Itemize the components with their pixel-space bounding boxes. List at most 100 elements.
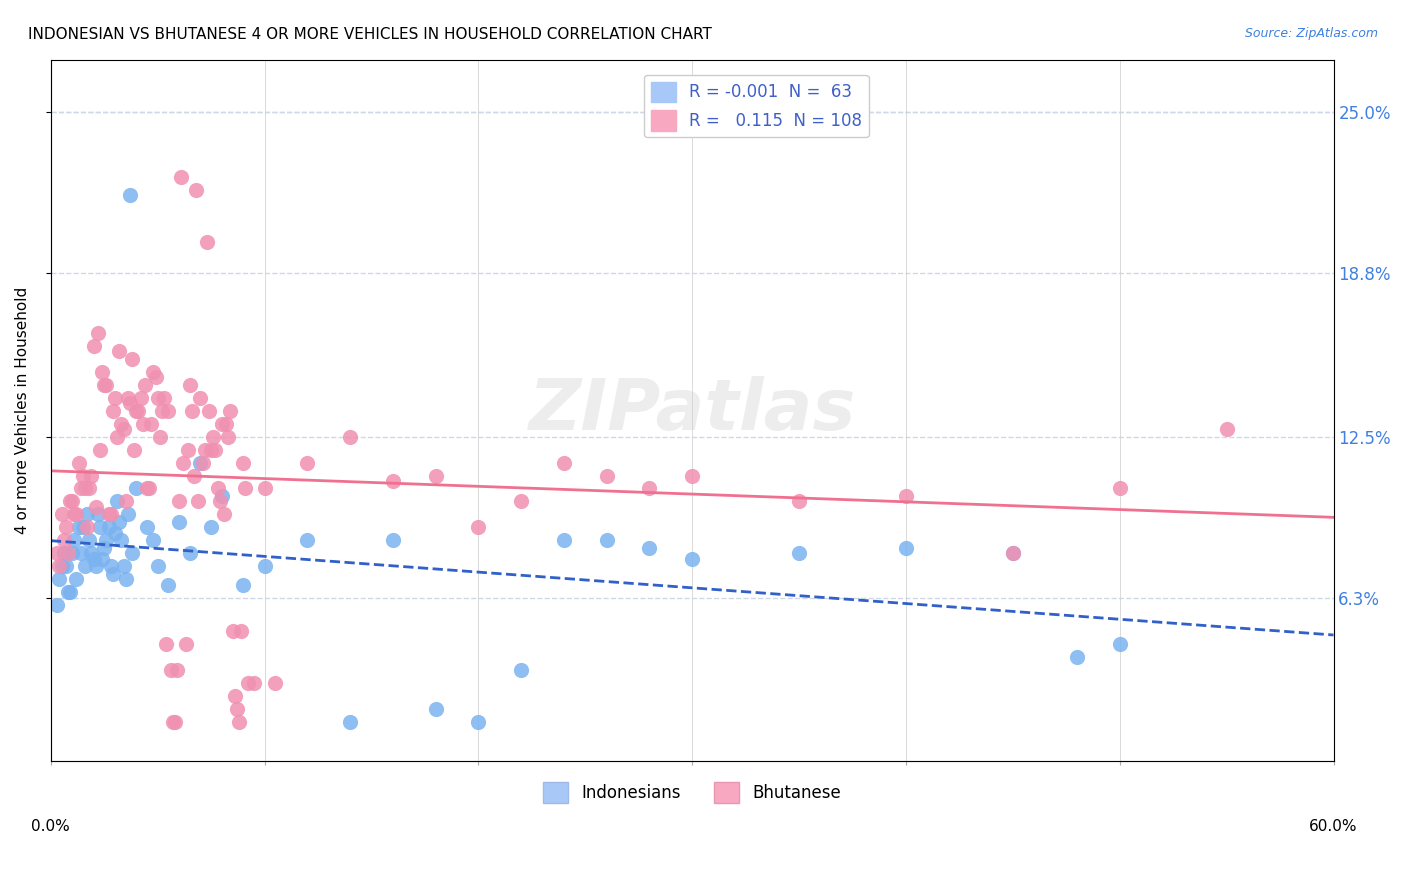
Text: ZIPatlas: ZIPatlas xyxy=(529,376,856,445)
Point xyxy=(225,702,247,716)
Point xyxy=(150,403,173,417)
Point xyxy=(894,489,917,503)
Point xyxy=(46,599,69,613)
Point xyxy=(76,520,98,534)
Point xyxy=(787,546,810,560)
Point xyxy=(187,494,209,508)
Point xyxy=(198,403,221,417)
Point xyxy=(510,664,533,678)
Point xyxy=(63,508,86,522)
Point xyxy=(122,442,145,457)
Point xyxy=(51,559,73,574)
Point xyxy=(297,533,319,548)
Point xyxy=(60,546,83,560)
Point xyxy=(179,377,201,392)
Point xyxy=(84,500,107,514)
Point xyxy=(108,516,131,530)
Point xyxy=(232,456,254,470)
Point xyxy=(97,508,120,522)
Point xyxy=(112,559,135,574)
Point xyxy=(232,577,254,591)
Point xyxy=(101,403,124,417)
Point xyxy=(149,429,172,443)
Point xyxy=(236,676,259,690)
Point xyxy=(162,715,184,730)
Point xyxy=(174,637,197,651)
Point xyxy=(1108,637,1130,651)
Point xyxy=(136,520,159,534)
Point xyxy=(110,533,132,548)
Point xyxy=(59,585,82,599)
Point xyxy=(190,391,212,405)
Point xyxy=(91,551,114,566)
Point xyxy=(167,516,190,530)
Point xyxy=(51,508,73,522)
Point xyxy=(69,482,91,496)
Point xyxy=(224,690,246,704)
Point xyxy=(207,482,229,496)
Point xyxy=(114,573,136,587)
Point xyxy=(118,395,141,409)
Point xyxy=(681,468,703,483)
Point xyxy=(55,559,77,574)
Point xyxy=(176,442,198,457)
Point xyxy=(142,533,165,548)
Point xyxy=(638,541,661,556)
Point xyxy=(108,343,131,358)
Point xyxy=(80,546,103,560)
Text: Source: ZipAtlas.com: Source: ZipAtlas.com xyxy=(1244,27,1378,40)
Point xyxy=(235,482,257,496)
Point xyxy=(46,546,69,560)
Point xyxy=(425,702,447,716)
Point xyxy=(381,533,404,548)
Text: INDONESIAN VS BHUTANESE 4 OR MORE VEHICLES IN HOUSEHOLD CORRELATION CHART: INDONESIAN VS BHUTANESE 4 OR MORE VEHICL… xyxy=(28,27,711,42)
Point xyxy=(93,541,115,556)
Point xyxy=(83,551,105,566)
Point xyxy=(155,637,177,651)
Point xyxy=(163,715,186,730)
Point xyxy=(146,559,169,574)
Point xyxy=(1001,546,1024,560)
Point xyxy=(1215,422,1237,436)
Point xyxy=(69,546,91,560)
Point xyxy=(553,533,575,548)
Point xyxy=(243,676,266,690)
Legend: Indonesians, Bhutanese: Indonesians, Bhutanese xyxy=(536,775,848,809)
Point xyxy=(179,546,201,560)
Point xyxy=(127,403,149,417)
Point xyxy=(60,494,83,508)
Point xyxy=(1001,546,1024,560)
Point xyxy=(553,456,575,470)
Point xyxy=(73,559,96,574)
Point xyxy=(195,235,218,249)
Point xyxy=(110,417,132,431)
Point xyxy=(425,468,447,483)
Point xyxy=(191,456,214,470)
Point xyxy=(48,573,70,587)
Point xyxy=(84,559,107,574)
Point xyxy=(129,391,152,405)
Point xyxy=(104,525,127,540)
Point xyxy=(221,624,243,639)
Point xyxy=(183,468,205,483)
Point xyxy=(190,456,212,470)
Point xyxy=(253,559,276,574)
Point xyxy=(105,494,128,508)
Point xyxy=(89,520,111,534)
Point xyxy=(211,417,233,431)
Point xyxy=(67,520,90,534)
Point xyxy=(339,429,361,443)
Point xyxy=(56,585,79,599)
Point xyxy=(73,482,96,496)
Point xyxy=(166,664,188,678)
Point xyxy=(228,715,250,730)
Point xyxy=(159,664,181,678)
Point xyxy=(65,508,87,522)
Point xyxy=(381,474,404,488)
Point xyxy=(97,520,120,534)
Point xyxy=(117,508,139,522)
Point xyxy=(121,351,143,366)
Point xyxy=(104,391,127,405)
Point xyxy=(595,468,617,483)
Point xyxy=(96,377,118,392)
